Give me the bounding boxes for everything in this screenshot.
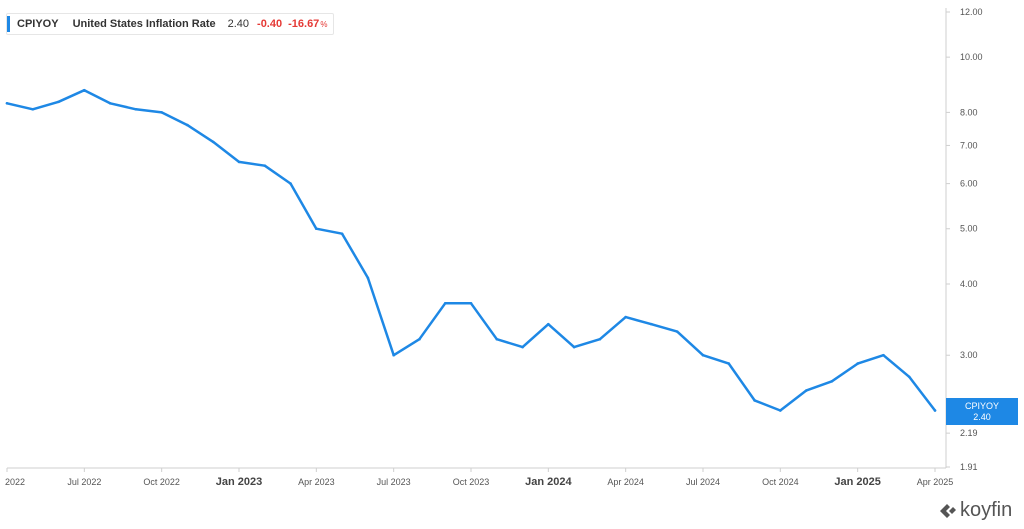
data-point[interactable] <box>108 101 112 105</box>
x-tick-label: Jan 2023 <box>216 476 262 488</box>
data-point[interactable] <box>882 353 885 357</box>
x-tick-label: Apr 2025 <box>917 477 954 487</box>
y-axis: 12.00 10.00 8.00 7.00 6.00 5.00 4.00 3.00 2.19 1.… <box>946 7 983 472</box>
data-point[interactable] <box>31 108 35 111</box>
data-point[interactable] <box>211 140 215 144</box>
last-value-marker[interactable]: CPIYOY 2.40 <box>946 398 1018 425</box>
data-point[interactable] <box>727 362 731 365</box>
data-point[interactable] <box>418 337 421 341</box>
data-point[interactable] <box>521 345 524 349</box>
series-line[interactable] <box>5 88 937 412</box>
data-point[interactable] <box>753 399 756 402</box>
data-point[interactable] <box>572 345 576 349</box>
y-tick-label: 5.00 <box>960 224 978 234</box>
data-point[interactable] <box>340 232 344 236</box>
series-layer <box>5 88 937 412</box>
x-tick-label: Apr 2024 <box>607 477 644 487</box>
x-tick-label: Jan 2024 <box>525 476 572 488</box>
data-point[interactable] <box>83 88 86 92</box>
last-value-symbol: CPIYOY <box>965 401 999 411</box>
y-tick-label: 2.19 <box>960 428 978 438</box>
data-point[interactable] <box>469 301 473 305</box>
x-tick-label: Jul 2022 <box>67 477 101 487</box>
data-point[interactable] <box>907 375 911 379</box>
y-tick-label: 10.00 <box>960 52 983 62</box>
data-point[interactable] <box>237 160 241 164</box>
x-axis: 2022 Jul 2022 Oct 2022 Jan 2023 Apr 2023 Jul … <box>5 468 953 488</box>
data-point[interactable] <box>263 164 267 168</box>
y-tick-label: 8.00 <box>960 107 978 117</box>
x-tick-label: Jul 2023 <box>377 477 411 487</box>
data-point[interactable] <box>366 276 370 280</box>
data-point[interactable] <box>933 409 937 412</box>
data-point[interactable] <box>856 362 859 365</box>
data-point[interactable] <box>779 409 782 412</box>
data-point[interactable] <box>650 322 653 326</box>
data-point[interactable] <box>5 101 9 105</box>
data-point[interactable] <box>134 108 138 111</box>
koyfin-logo: koyfin <box>937 499 1012 522</box>
y-tick-label: 12.00 <box>960 7 983 17</box>
data-point[interactable] <box>804 389 808 392</box>
y-tick-label: 7.00 <box>960 140 978 150</box>
series-legend[interactable]: CPIYOY United States Inflation Rate 2.40… <box>6 13 335 35</box>
x-tick-label: Apr 2023 <box>298 477 335 487</box>
data-point[interactable] <box>495 337 499 341</box>
data-point[interactable] <box>598 337 602 341</box>
legend-change-percent: -16.67 <box>288 18 320 30</box>
data-point[interactable] <box>315 227 318 231</box>
legend-change: -0.40 <box>257 18 283 30</box>
y-tick-label: 4.00 <box>960 279 978 289</box>
data-point[interactable] <box>160 111 163 114</box>
last-value-box <box>946 398 1018 425</box>
x-tick-label: Oct 2024 <box>762 477 799 487</box>
legend-percent-sign: % <box>320 19 328 29</box>
data-point[interactable] <box>57 100 60 104</box>
last-value-number: 2.40 <box>973 412 991 422</box>
legend-symbol: CPIYOY <box>17 18 59 30</box>
legend-last-value: 2.40 <box>227 18 250 30</box>
data-point[interactable] <box>675 330 679 333</box>
x-tick-label: Jan 2025 <box>834 476 880 488</box>
y-tick-label: 3.00 <box>960 350 978 360</box>
koyfin-wordmark: koyfin <box>960 499 1013 521</box>
x-tick-label: 2022 <box>5 477 25 487</box>
data-point[interactable] <box>624 315 627 319</box>
data-point[interactable] <box>443 301 447 305</box>
y-tick-label: 1.91 <box>960 462 978 472</box>
data-point[interactable] <box>701 353 705 357</box>
data-point[interactable] <box>830 380 834 383</box>
data-point[interactable] <box>392 353 395 357</box>
data-point[interactable] <box>289 182 292 185</box>
x-tick-label: Oct 2022 <box>143 477 180 487</box>
x-tick-label: Jul 2024 <box>686 477 720 487</box>
koyfin-logo-icon <box>940 503 956 518</box>
legend-series-name: United States Inflation Rate <box>72 18 216 30</box>
data-point[interactable] <box>186 123 189 127</box>
data-point[interactable] <box>547 322 550 326</box>
x-tick-label: Oct 2023 <box>453 477 490 487</box>
y-tick-label: 6.00 <box>960 179 978 189</box>
series-color-swatch <box>7 16 10 32</box>
